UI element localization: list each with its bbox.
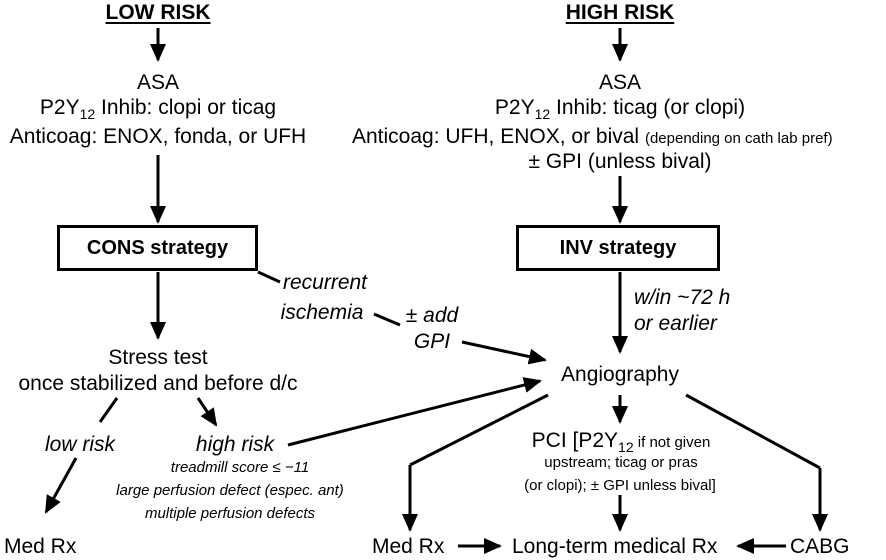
low-med-rx: Med Rx: [4, 535, 77, 558]
criteria-treadmill: treadmill score ≤ −11: [170, 459, 310, 476]
high-med-rx: Med Rx: [372, 535, 445, 558]
arrow-highrisk-to-angio: [287, 377, 542, 447]
criteria-multiple-defects: multiple perfusion defects: [144, 505, 316, 522]
arrow-stress-low-1: [98, 397, 119, 423]
low-risk-title: LOW RISK: [105, 1, 211, 24]
arrow-recurrent-ischemia-2: [373, 312, 401, 327]
angiography: Angiography: [561, 363, 679, 386]
timing-line-2: or earlier: [634, 312, 717, 335]
pci-line-2: upstream; ticag or pras: [544, 454, 698, 471]
arrow-angio-to-cabg: [685, 393, 821, 470]
arrow-recurrent-ischemia-1: [257, 270, 281, 284]
cabg: CABG: [790, 535, 850, 558]
high-p2y12: P2Y12 Inhib: ticag (or clopi): [494, 96, 746, 122]
timing-line-1: w/in ~72 h: [634, 286, 731, 309]
stress-test-when: once stabilized and before d/c: [18, 372, 298, 395]
high-risk-branch: high risk: [195, 433, 275, 456]
low-p2y12: P2Y12 Inhib: clopi or ticag: [39, 96, 277, 122]
low-asa: ASA: [136, 71, 180, 94]
low-anticoag: Anticoag: ENOX, fonda, or UFH: [9, 125, 307, 148]
pci-line-1: PCI [P2Y12 if not given: [531, 429, 711, 455]
ischemia-label: ischemia: [280, 301, 364, 324]
gpi-label: GPI: [413, 330, 451, 353]
arrow-recurrent-ischemia-3: [461, 340, 547, 365]
recurrent-label: recurrent: [282, 271, 368, 294]
cons-strategy-box: CONS strategy: [57, 225, 258, 271]
high-risk-title: HIGH RISK: [565, 1, 675, 24]
inv-strategy-box: INV strategy: [516, 225, 720, 271]
add-gpi-label: ± add: [405, 304, 459, 327]
pci-line-3: (or clopi); ± GPI unless bival]: [524, 477, 716, 494]
arrow-stress-high: [196, 397, 218, 427]
criteria-large-defect: large perfusion defect (espec. ant): [116, 482, 344, 499]
high-asa: ASA: [598, 71, 642, 94]
high-anticoag: Anticoag: UFH, ENOX, or bival (depending…: [352, 125, 833, 148]
long-term-medical-rx: Long-term medical Rx: [512, 535, 718, 558]
low-risk-branch: low risk: [44, 433, 115, 456]
high-gpi: ± GPI (unless bival): [528, 150, 712, 173]
arrow-stress-low-2: [44, 457, 78, 514]
stress-test-title: Stress test: [108, 346, 208, 369]
arrow-angio-to-medrx: [409, 393, 549, 467]
